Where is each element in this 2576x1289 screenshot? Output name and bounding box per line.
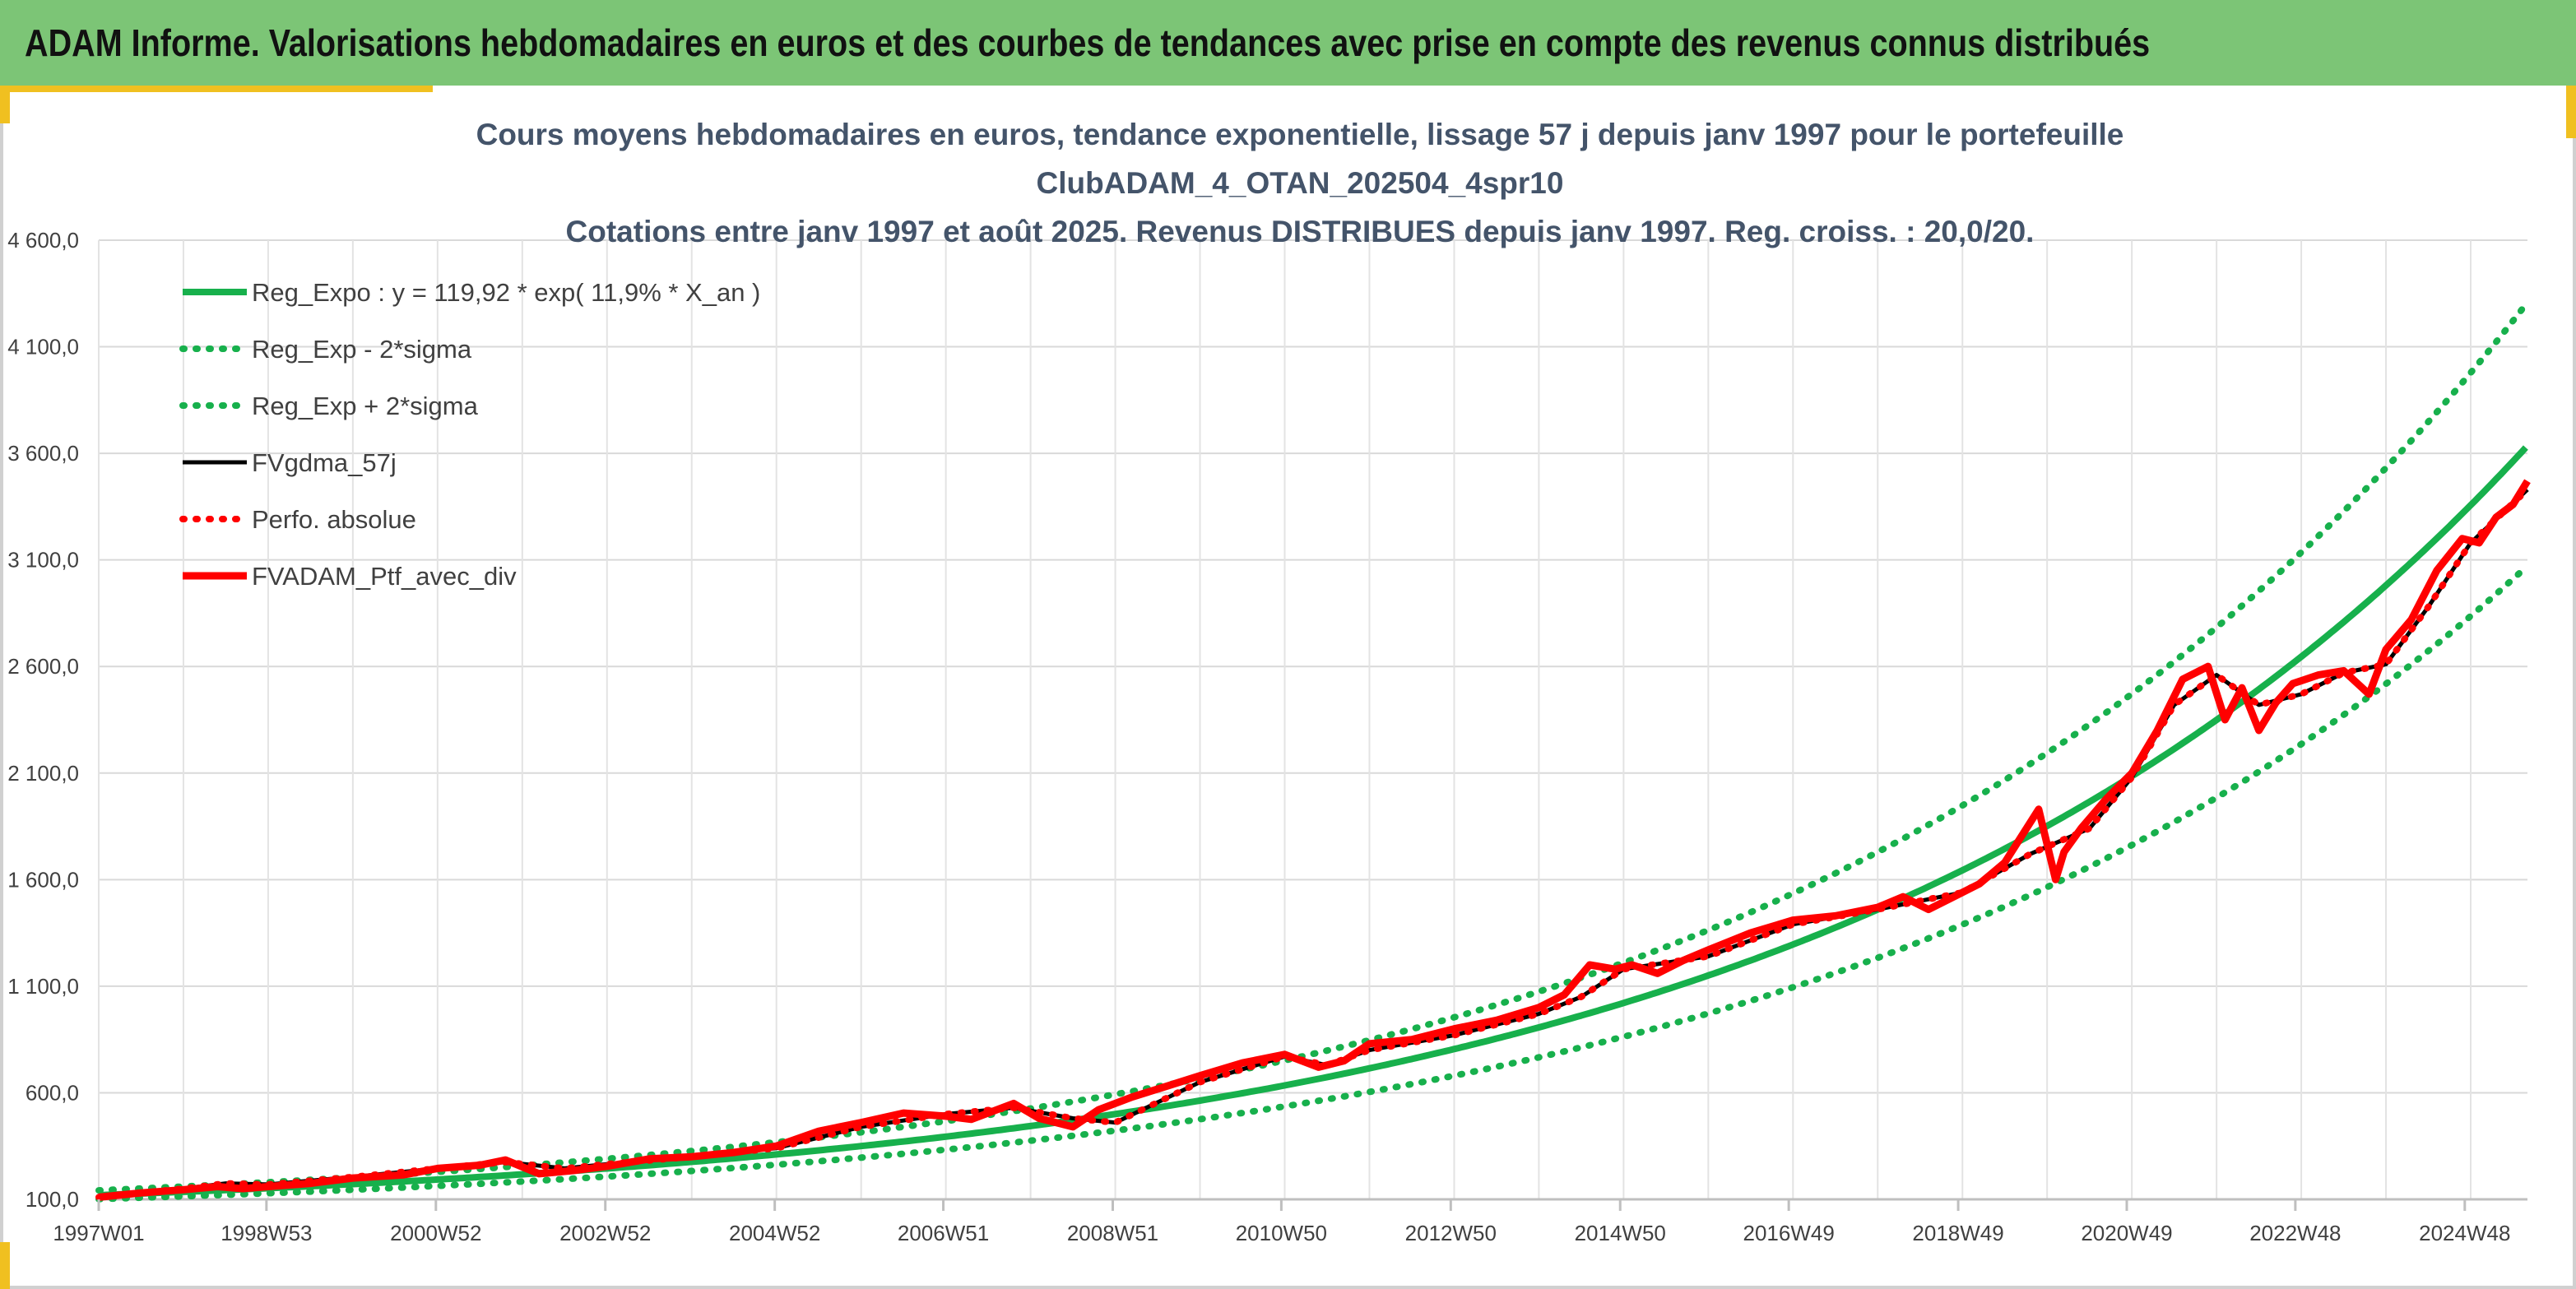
x-tick-label: 2016W49 xyxy=(1743,1221,1834,1245)
legend-item-label: Reg_Exp + 2*sigma xyxy=(252,392,479,420)
page-banner: ADAM Informe. Valorisations hebdomadaire… xyxy=(0,0,2576,86)
y-tick-label: 4 600,0 xyxy=(7,228,79,253)
y-tick-label: 2 600,0 xyxy=(7,654,79,679)
x-tick-label: 2014W50 xyxy=(1575,1221,1666,1245)
x-axis: 1997W01 1998W53 2000W52 2002W52 2004W52 2006W… xyxy=(53,1199,2510,1245)
x-tick-label: 2018W49 xyxy=(1912,1221,2003,1245)
x-tick-label: 2024W48 xyxy=(2419,1221,2510,1245)
banner-title: ADAM Informe. Valorisations hebdomadaire… xyxy=(25,21,2151,64)
y-tick-label: 1 100,0 xyxy=(7,974,79,999)
x-tick-label: 2008W51 xyxy=(1067,1221,1158,1245)
legend-item-label: Reg_Exp - 2*sigma xyxy=(252,335,472,364)
y-tick-label: 100,0 xyxy=(26,1187,79,1212)
x-tick-label: 2006W51 xyxy=(898,1221,989,1245)
y-tick-label: 3 600,0 xyxy=(7,441,79,466)
legend-item-label: FVgdma_57j xyxy=(252,448,397,477)
legend-item-label: FVADAM_Ptf_avec_div xyxy=(252,562,517,591)
legend-item-label: Reg_Expo : y = 119,92 * exp( 11,9% * X_a… xyxy=(252,278,760,307)
y-tick-label: 1 600,0 xyxy=(7,867,79,892)
series-line xyxy=(95,301,2529,1194)
x-tick-label: 2004W52 xyxy=(729,1221,820,1245)
chart-frame xyxy=(0,86,2576,1289)
x-tick-label: 2012W50 xyxy=(1405,1221,1497,1245)
accent-bar-top xyxy=(0,86,433,92)
accent-bar-right xyxy=(2566,86,2576,138)
chart-title: Cours moyens hebdomadaires en euros, ten… xyxy=(476,118,2124,248)
legend: Reg_Expo : y = 119,92 * exp( 11,9% * X_a… xyxy=(179,278,760,591)
accent-bar-left xyxy=(0,86,10,123)
y-tick-label: 4 100,0 xyxy=(7,335,79,359)
series xyxy=(95,301,2531,1203)
y-tick-label: 3 100,0 xyxy=(7,548,79,573)
chart-title-line-1: Cours moyens hebdomadaires en euros, ten… xyxy=(476,118,2124,151)
y-axis: 100,0 600,0 1 100,0 1 600,0 2 100,0 2 600,0 3 … xyxy=(7,228,79,1212)
y-tick-label: 600,0 xyxy=(26,1080,79,1105)
chart-title-line-2: ClubADAM_4_OTAN_202504_4spr10 xyxy=(1037,166,1564,200)
accent-bar-bottom xyxy=(0,1242,10,1289)
series-line xyxy=(95,563,2529,1203)
legend-item-label: Perfo. absolue xyxy=(252,505,416,534)
x-tick-label: 2020W49 xyxy=(2081,1221,2172,1245)
grid xyxy=(98,239,2527,1201)
series-line xyxy=(98,488,2529,1199)
x-tick-label: 1997W01 xyxy=(53,1221,144,1245)
x-tick-label: 2010W50 xyxy=(1236,1221,1327,1245)
y-tick-label: 2 100,0 xyxy=(7,761,79,786)
series-line xyxy=(95,486,2531,1201)
chart-title-line-3: Cotations entre janv 1997 et août 2025. … xyxy=(566,215,2035,248)
x-tick-label: 2002W52 xyxy=(559,1221,651,1245)
x-tick-label: 1998W53 xyxy=(220,1221,312,1245)
x-tick-label: 2022W48 xyxy=(2249,1221,2341,1245)
x-tick-label: 2000W52 xyxy=(390,1221,481,1245)
